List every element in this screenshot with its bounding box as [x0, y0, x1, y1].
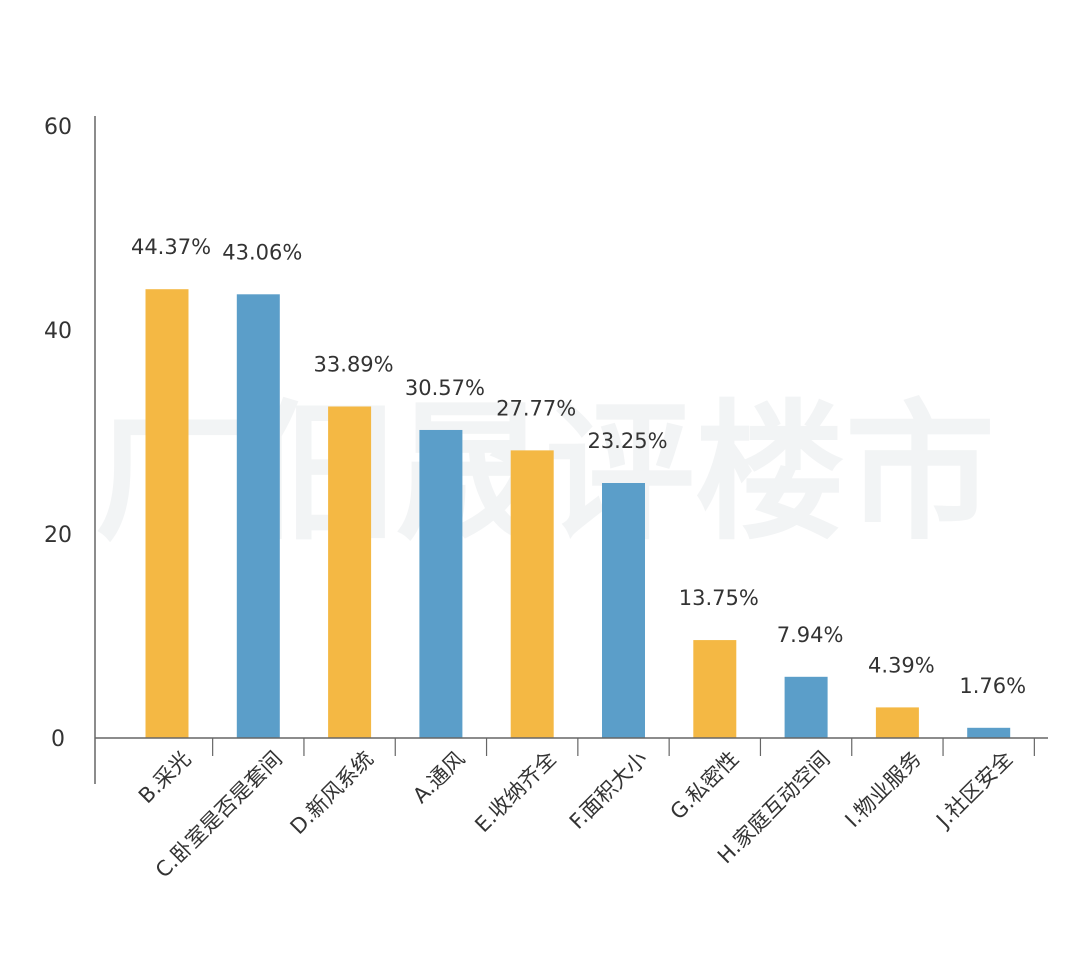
data-label: 44.37%: [131, 235, 211, 259]
x-tick-label: D.新风系统: [286, 747, 379, 840]
bar: [967, 727, 1011, 738]
y-tick-label: 60: [44, 115, 72, 140]
x-tick-label: I.物业服务: [840, 747, 925, 832]
x-tick-label: E.收纳齐全: [470, 747, 560, 837]
bar: [328, 406, 372, 738]
data-label: 30.57%: [405, 376, 485, 400]
data-label: 7.94%: [777, 623, 844, 647]
axes: [94, 116, 1048, 784]
data-label: 33.89%: [314, 353, 394, 377]
data-label: 23.25%: [587, 429, 667, 453]
bar: [510, 450, 554, 738]
x-tick-label: J.社区安全: [930, 747, 1017, 834]
bar: [875, 707, 919, 738]
data-label: 4.39%: [868, 653, 935, 677]
data-labels: 44.37% 43.06% 33.89% 30.57% 27.77% 23.25% 13.7…: [131, 235, 1026, 698]
y-tick-label: 20: [44, 523, 72, 548]
bar: [602, 483, 645, 738]
data-label: 13.75%: [679, 586, 759, 610]
x-tick-label: B.采光: [134, 747, 196, 809]
y-axis-ticks: 0 20 40 60: [44, 115, 72, 752]
bar: [784, 676, 828, 738]
bar: [236, 294, 280, 738]
bar: [145, 289, 189, 738]
x-tick-label: A.通风: [408, 747, 469, 808]
bar: [419, 429, 463, 738]
data-label: 43.06%: [222, 240, 302, 264]
x-tick-label: G.私密性: [666, 747, 744, 825]
y-tick-label: 40: [44, 319, 72, 344]
x-tick-label: F.面积大小: [565, 747, 652, 834]
data-label: 27.77%: [496, 396, 576, 420]
y-tick-label: 0: [51, 727, 65, 752]
data-label: 1.76%: [959, 674, 1026, 698]
bar: [693, 640, 737, 738]
bars: [145, 289, 1011, 738]
